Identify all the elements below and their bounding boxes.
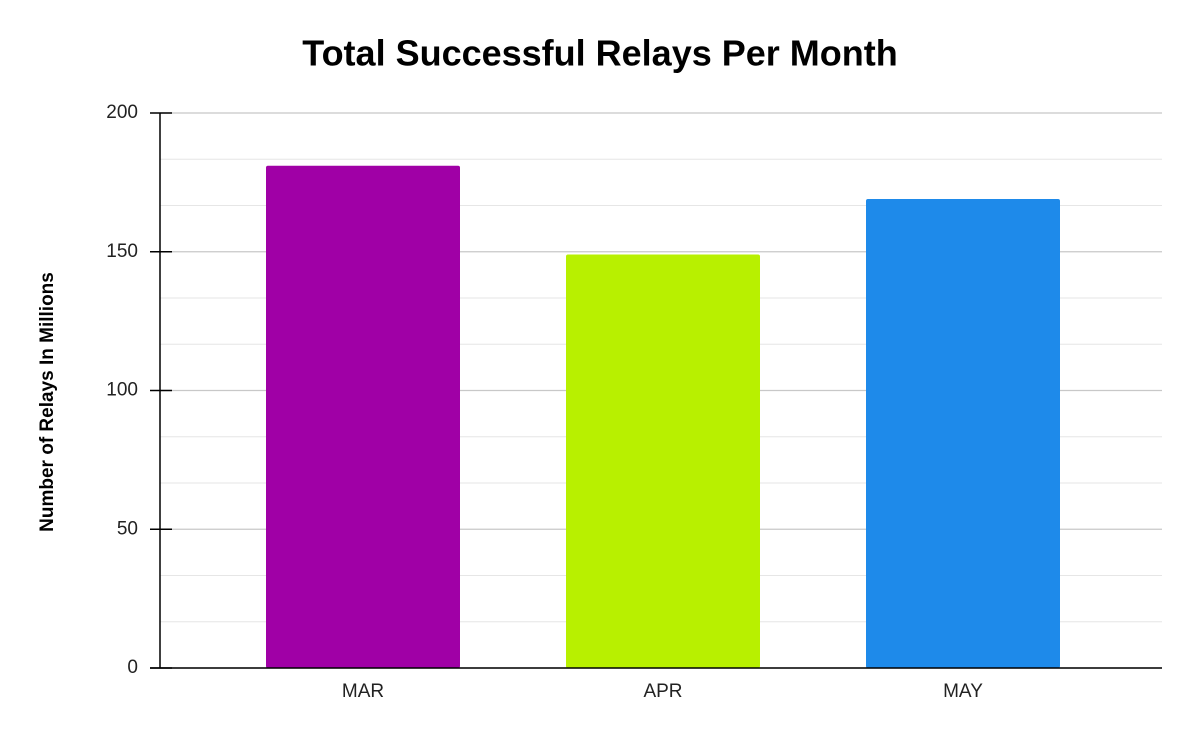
x-tick-label: APR [643,681,682,702]
y-tick-label: 150 [106,241,138,262]
bar [866,199,1060,668]
x-tick-label: MAY [943,681,983,702]
y-tick-label: 50 [117,518,138,539]
y-axis-label: Number of Relays In Millions [37,272,58,532]
x-tick-label: MAR [342,681,384,702]
y-tick-label: 200 [106,102,138,123]
y-tick-label: 100 [106,380,138,401]
bar [266,165,460,668]
chart-title: Total Successful Relays Per Month [302,33,898,74]
bar [566,254,760,668]
y-tick-label: 0 [127,657,138,678]
